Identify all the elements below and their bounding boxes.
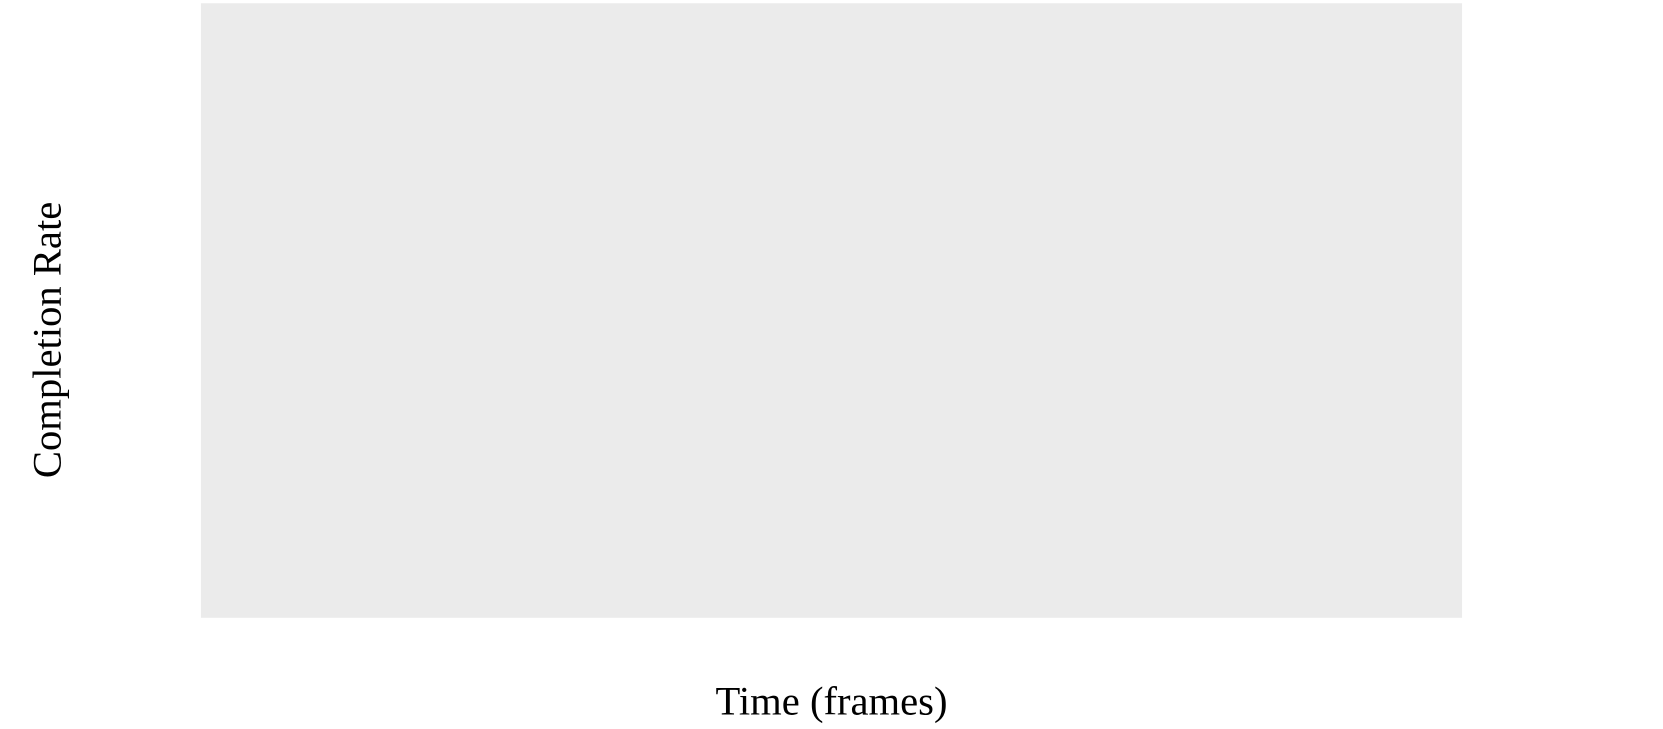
panel xyxy=(200,3,1463,618)
x-axis-title: Time (frames) xyxy=(716,679,948,724)
y-axis-title: Completion Rate xyxy=(25,202,70,478)
